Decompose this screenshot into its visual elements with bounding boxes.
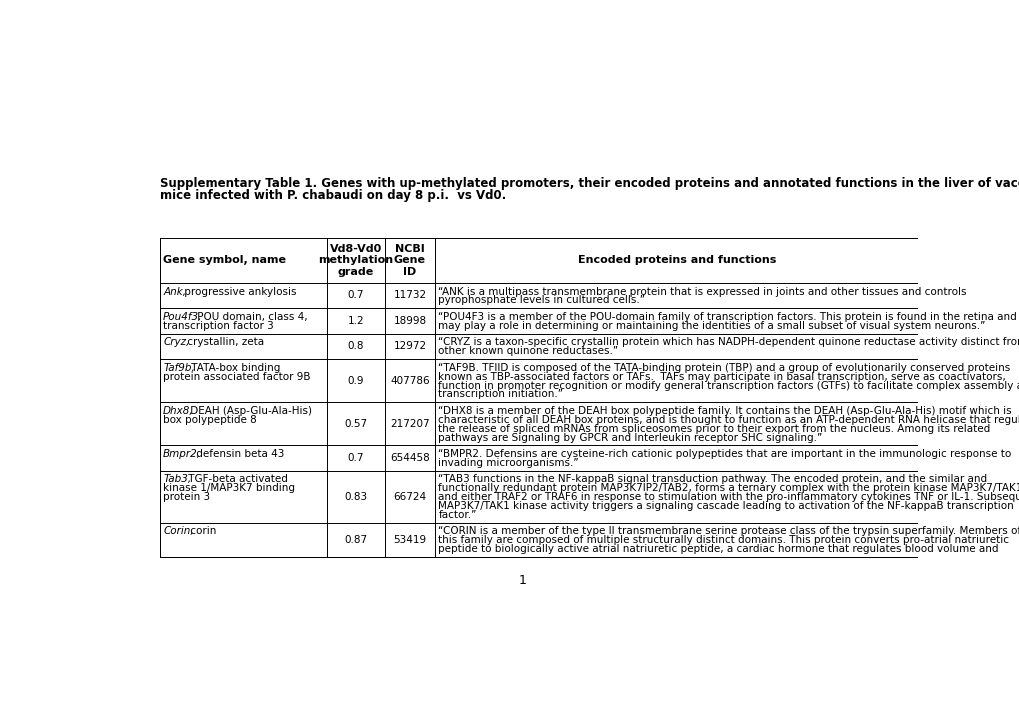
Text: functionally redundant protein MAP3K7IP2/TAB2, forms a ternary complex with the : functionally redundant protein MAP3K7IP2… xyxy=(438,483,1019,493)
Text: 217207: 217207 xyxy=(390,418,429,428)
Text: protein associated factor 9B: protein associated factor 9B xyxy=(163,372,311,382)
Text: 0.8: 0.8 xyxy=(347,341,364,351)
Text: “TAF9B. TFIID is composed of the TATA-binding protein (TBP) and a group of evolu: “TAF9B. TFIID is composed of the TATA-bi… xyxy=(438,363,1010,373)
Text: peptide to biologically active atrial natriuretic peptide, a cardiac hormone tha: peptide to biologically active atrial na… xyxy=(438,544,998,554)
Text: invading microorganisms.”: invading microorganisms.” xyxy=(438,458,579,468)
Text: Taf9b,: Taf9b, xyxy=(163,363,195,373)
Text: 1.2: 1.2 xyxy=(347,316,364,326)
Text: and either TRAF2 or TRAF6 in response to stimulation with the pro-inflammatory c: and either TRAF2 or TRAF6 in response to… xyxy=(438,492,1019,502)
Text: POU domain, class 4,: POU domain, class 4, xyxy=(194,312,307,322)
Text: protein 3: protein 3 xyxy=(163,492,210,502)
Text: “ANK is a multipass transmembrane protein that is expressed in joints and other : “ANK is a multipass transmembrane protei… xyxy=(438,287,966,297)
Text: the release of spliced mRNAs from spliceosomes prior to their export from the nu: the release of spliced mRNAs from splice… xyxy=(438,423,989,433)
Text: DEAH (Asp-Glu-Ala-His): DEAH (Asp-Glu-Ala-His) xyxy=(186,406,312,416)
Text: function in promoter recognition or modify general transcription factors (GTFs) : function in promoter recognition or modi… xyxy=(438,381,1019,390)
Text: “CRYZ is a taxon-specific crystallin protein which has NADPH-dependent quinone r: “CRYZ is a taxon-specific crystallin pro… xyxy=(438,338,1019,348)
Text: defensin beta 43: defensin beta 43 xyxy=(193,449,283,459)
Text: Ank,: Ank, xyxy=(163,287,186,297)
Text: “CORIN is a member of the type II transmembrane serine protease class of the try: “CORIN is a member of the type II transm… xyxy=(438,526,1019,536)
Text: Supplementary Table 1. Genes with up-methylated promoters, their encoded protein: Supplementary Table 1. Genes with up-met… xyxy=(160,177,1019,190)
Text: 0.7: 0.7 xyxy=(347,290,364,300)
Bar xyxy=(160,238,919,557)
Text: Pou4f3,: Pou4f3, xyxy=(163,312,203,322)
Text: 66724: 66724 xyxy=(393,492,426,502)
Text: known as TBP-associated factors or TAFs.  TAFs may participate in basal transcri: known as TBP-associated factors or TAFs.… xyxy=(438,372,1005,382)
Text: mice infected with P. chabaudi on day 8 p.i.  vs Vd0.: mice infected with P. chabaudi on day 8 … xyxy=(160,189,505,202)
Text: pathways are Signaling by GPCR and Interleukin receptor SHC signaling.”: pathways are Signaling by GPCR and Inter… xyxy=(438,433,821,443)
Text: transcription initiation.”: transcription initiation.” xyxy=(438,390,562,400)
Text: MAP3K7/TAK1 kinase activity triggers a signaling cascade leading to activation o: MAP3K7/TAK1 kinase activity triggers a s… xyxy=(438,501,1013,511)
Text: crystallin, zeta: crystallin, zeta xyxy=(183,338,264,348)
Text: TGF-beta activated: TGF-beta activated xyxy=(184,474,287,485)
Text: this family are composed of multiple structurally distinct domains. This protein: this family are composed of multiple str… xyxy=(438,535,1008,545)
Text: factor.”: factor.” xyxy=(438,510,476,520)
Text: Encoded proteins and functions: Encoded proteins and functions xyxy=(578,256,775,266)
Text: Bmpr2,: Bmpr2, xyxy=(163,449,201,459)
Text: 18998: 18998 xyxy=(393,316,426,326)
Text: 1: 1 xyxy=(519,574,526,587)
Text: may play a role in determining or maintaining the identities of a small subset o: may play a role in determining or mainta… xyxy=(438,321,984,331)
Text: 0.7: 0.7 xyxy=(347,453,364,463)
Text: other known quinone reductases.”: other known quinone reductases.” xyxy=(438,346,618,356)
Text: Vd8-Vd0
methylation
grade: Vd8-Vd0 methylation grade xyxy=(318,244,393,277)
Text: “POU4F3 is a member of the POU-domain family of transcription factors. This prot: “POU4F3 is a member of the POU-domain fa… xyxy=(438,312,1016,322)
Text: 407786: 407786 xyxy=(390,376,429,385)
Text: 654458: 654458 xyxy=(389,453,429,463)
Text: 53419: 53419 xyxy=(393,535,426,545)
Text: 0.87: 0.87 xyxy=(343,535,367,545)
Text: Tab3,: Tab3, xyxy=(163,474,192,485)
Text: NCBI
Gene
ID: NCBI Gene ID xyxy=(393,244,426,277)
Text: corin: corin xyxy=(186,526,216,536)
Text: characteristic of all DEAH box proteins, and is thought to function as an ATP-de: characteristic of all DEAH box proteins,… xyxy=(438,415,1019,425)
Text: transcription factor 3: transcription factor 3 xyxy=(163,321,274,331)
Text: 0.9: 0.9 xyxy=(347,376,364,385)
Text: Corin,: Corin, xyxy=(163,526,194,536)
Text: progressive ankylosis: progressive ankylosis xyxy=(180,287,297,297)
Text: 11732: 11732 xyxy=(393,290,426,300)
Text: “DHX8 is a member of the DEAH box polypeptide family. It contains the DEAH (Asp-: “DHX8 is a member of the DEAH box polype… xyxy=(438,406,1011,416)
Text: 0.57: 0.57 xyxy=(343,418,367,428)
Text: TATA-box binding: TATA-box binding xyxy=(187,363,280,373)
Text: “BMPR2. Defensins are cysteine-rich cationic polypeptides that are important in : “BMPR2. Defensins are cysteine-rich cati… xyxy=(438,449,1011,459)
Text: “TAB3 functions in the NF-kappaB signal transduction pathway. The encoded protei: “TAB3 functions in the NF-kappaB signal … xyxy=(438,474,986,485)
Text: Cryz,: Cryz, xyxy=(163,338,190,348)
Text: box polypeptide 8: box polypeptide 8 xyxy=(163,415,257,425)
Text: Dhx8,: Dhx8, xyxy=(163,406,194,416)
Text: 12972: 12972 xyxy=(393,341,426,351)
Text: pyrophosphate levels in cultured cells.”: pyrophosphate levels in cultured cells.” xyxy=(438,295,645,305)
Text: Gene symbol, name: Gene symbol, name xyxy=(163,256,286,266)
Text: 0.83: 0.83 xyxy=(343,492,367,502)
Text: kinase 1/MAP3K7 binding: kinase 1/MAP3K7 binding xyxy=(163,483,294,493)
